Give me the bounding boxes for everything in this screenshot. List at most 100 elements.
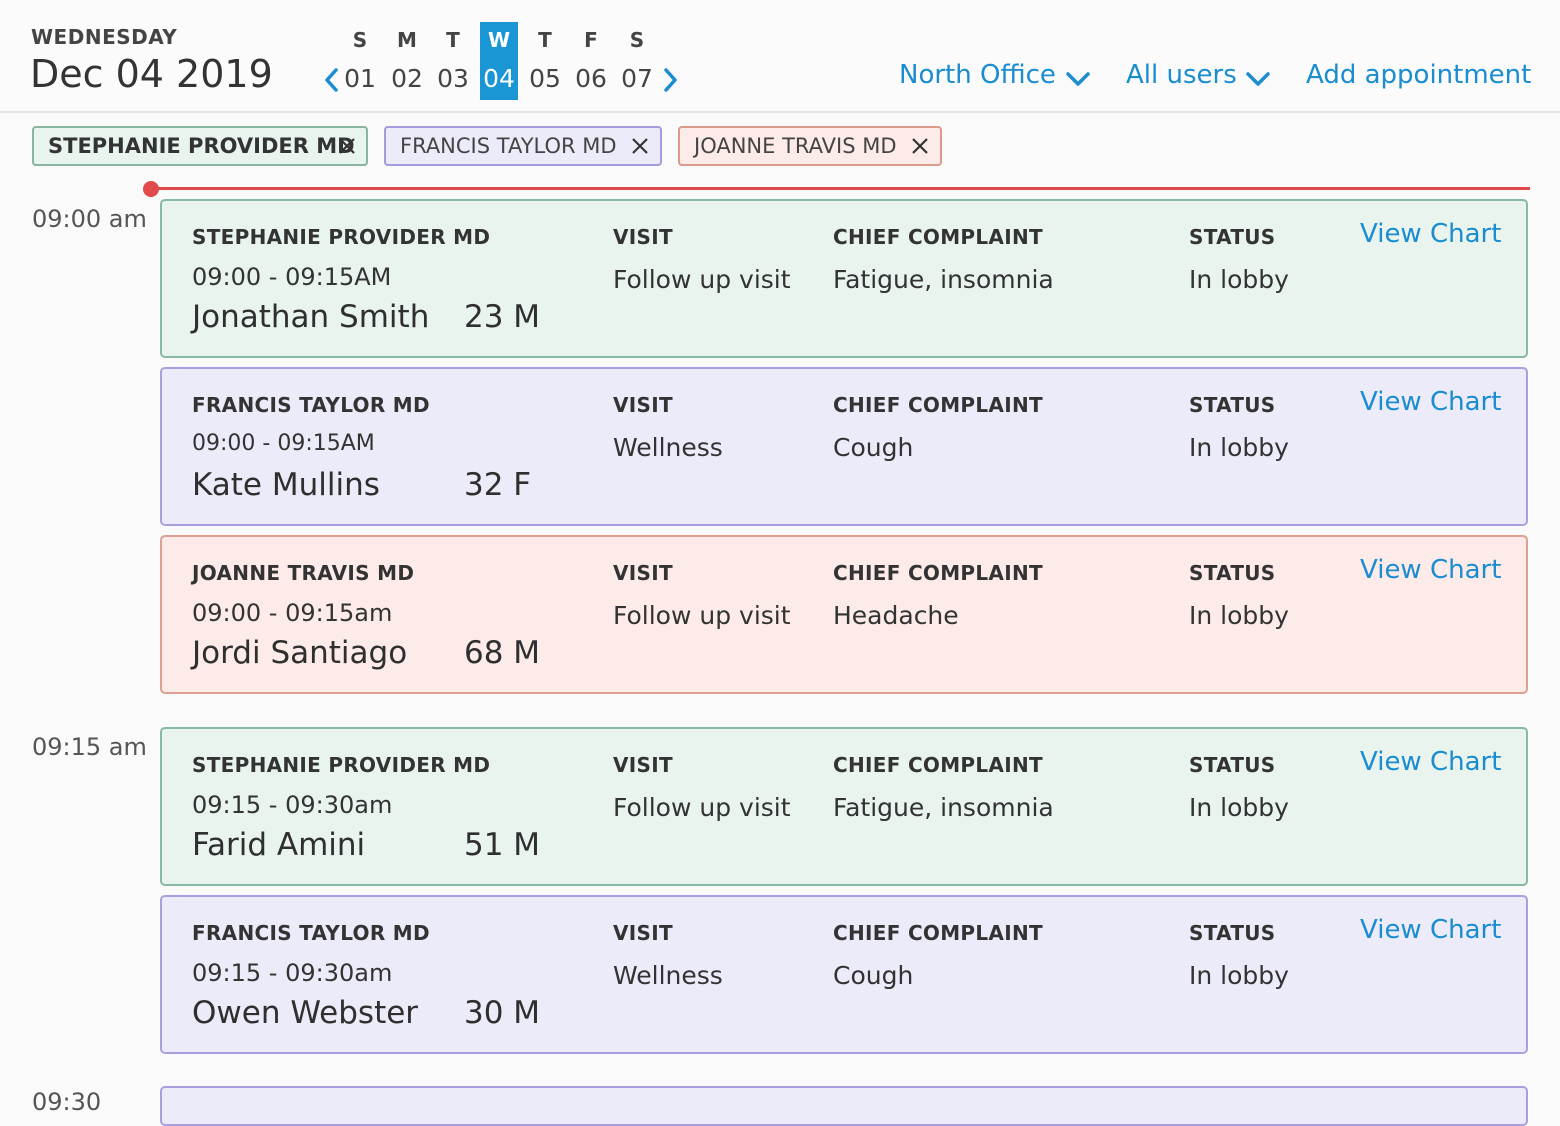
visit-type: Follow up visit	[613, 601, 791, 630]
chief-complaint: Cough	[833, 433, 914, 462]
chief-complaint: Headache	[833, 601, 959, 630]
selected-day-highlight	[480, 22, 518, 100]
patient-name: Farid Amini	[192, 827, 366, 863]
time-slot-label: 09:15 am	[32, 733, 147, 761]
time-slot-label: 09:00 am	[32, 205, 147, 233]
visit-type: Follow up visit	[613, 793, 791, 822]
patient-name: Jonathan Smith	[192, 299, 430, 335]
day-letter-fri: F	[584, 28, 598, 52]
filter-chip-label: STEPHANIE PROVIDER MD	[48, 134, 355, 158]
visit-header: VISIT	[613, 753, 673, 777]
provider-name: FRANCIS TAYLOR MD	[192, 921, 430, 945]
status-header: STATUS	[1189, 393, 1276, 417]
day-letter-tue: T	[446, 28, 460, 52]
chevron-down-icon[interactable]	[1065, 70, 1091, 88]
appointment-card[interactable]: FRANCIS TAYLOR MD 09:15 - 09:30am Owen W…	[160, 895, 1528, 1054]
view-chart-link[interactable]: View Chart	[1360, 555, 1502, 585]
appointment-card[interactable]: STEPHANIE PROVIDER MD 09:00 - 09:15AM Jo…	[160, 199, 1528, 358]
filter-chip-label: FRANCIS TAYLOR MD	[400, 134, 617, 158]
visit-header: VISIT	[613, 393, 673, 417]
status-value: In lobby	[1189, 961, 1289, 990]
patient-name: Jordi Santiago	[192, 635, 408, 671]
add-appointment-link[interactable]: Add appointment	[1306, 60, 1532, 90]
provider-name: STEPHANIE PROVIDER MD	[192, 753, 491, 777]
schedule-header: WEDNESDAY Dec 04 2019 S M T W T F S 01 0…	[0, 0, 1560, 113]
complaint-header: CHIEF COMPLAINT	[833, 753, 1043, 777]
appointment-time: 09:00 - 09:15AM	[192, 263, 392, 291]
status-header: STATUS	[1189, 561, 1276, 585]
day-letter-thu: T	[538, 28, 552, 52]
filter-chip-stephanie[interactable]: STEPHANIE PROVIDER MD	[32, 126, 368, 166]
view-chart-link[interactable]: View Chart	[1360, 387, 1502, 417]
day-letter-sun: S	[352, 28, 368, 52]
visit-header: VISIT	[613, 225, 673, 249]
day-letter-wed: W	[487, 28, 511, 52]
day-button-03[interactable]: 03	[437, 64, 469, 93]
provider-name: FRANCIS TAYLOR MD	[192, 393, 430, 417]
patient-age-sex: 68 M	[464, 635, 541, 671]
appointment-time: 09:15 - 09:30am	[192, 959, 393, 987]
appointment-card[interactable]: FRANCIS TAYLOR MD 09:00 - 09:15AM Kate M…	[160, 367, 1528, 526]
patient-age-sex: 23 M	[464, 299, 541, 335]
day-button-05[interactable]: 05	[529, 64, 561, 93]
appointment-card[interactable]	[160, 1086, 1528, 1126]
complaint-header: CHIEF COMPLAINT	[833, 225, 1043, 249]
patient-age-sex: 51 M	[464, 827, 541, 863]
visit-type: Wellness	[613, 961, 723, 990]
complaint-header: CHIEF COMPLAINT	[833, 921, 1043, 945]
chevron-left-icon[interactable]	[322, 64, 342, 96]
appointment-time: 09:00 - 09:15am	[192, 599, 393, 627]
users-dropdown[interactable]: All users	[1126, 60, 1237, 90]
status-value: In lobby	[1189, 793, 1289, 822]
day-letter-mon: M	[397, 28, 417, 52]
day-button-02[interactable]: 02	[391, 64, 423, 93]
view-chart-link[interactable]: View Chart	[1360, 747, 1502, 777]
visit-header: VISIT	[613, 561, 673, 585]
chief-complaint: Fatigue, insomnia	[833, 793, 1054, 822]
close-icon[interactable]	[911, 137, 929, 155]
filter-chip-joanne[interactable]: JOANNE TRAVIS MD	[678, 126, 942, 166]
view-chart-link[interactable]: View Chart	[1360, 219, 1502, 249]
chief-complaint: Cough	[833, 961, 914, 990]
chevron-right-icon[interactable]	[660, 64, 680, 96]
status-header: STATUS	[1189, 753, 1276, 777]
office-dropdown[interactable]: North Office	[899, 60, 1056, 90]
chief-complaint: Fatigue, insomnia	[833, 265, 1054, 294]
complaint-header: CHIEF COMPLAINT	[833, 393, 1043, 417]
day-button-06[interactable]: 06	[575, 64, 607, 93]
appointment-time: 09:15 - 09:30am	[192, 791, 393, 819]
time-slot-label: 09:30	[32, 1088, 102, 1116]
visit-header: VISIT	[613, 921, 673, 945]
close-icon[interactable]	[631, 137, 649, 155]
patient-name: Owen Webster	[192, 995, 419, 1031]
day-letter-sat: S	[629, 28, 645, 52]
provider-name: STEPHANIE PROVIDER MD	[192, 225, 491, 249]
visit-type: Follow up visit	[613, 265, 791, 294]
weekday-label: WEDNESDAY	[31, 25, 178, 49]
status-header: STATUS	[1189, 921, 1276, 945]
status-value: In lobby	[1189, 601, 1289, 630]
complaint-header: CHIEF COMPLAINT	[833, 561, 1043, 585]
visit-type: Wellness	[613, 433, 723, 462]
day-button-01[interactable]: 01	[344, 64, 376, 93]
appointment-time: 09:00 - 09:15AM	[192, 431, 375, 456]
status-value: In lobby	[1189, 265, 1289, 294]
patient-age-sex: 32 F	[464, 467, 532, 503]
status-header: STATUS	[1189, 225, 1276, 249]
chevron-down-icon[interactable]	[1245, 70, 1271, 88]
day-button-07[interactable]: 07	[621, 64, 653, 93]
appointment-card[interactable]: STEPHANIE PROVIDER MD 09:15 - 09:30am Fa…	[160, 727, 1528, 886]
patient-age-sex: 30 M	[464, 995, 541, 1031]
status-value: In lobby	[1189, 433, 1289, 462]
day-button-04[interactable]: 04	[483, 64, 515, 93]
view-chart-link[interactable]: View Chart	[1360, 915, 1502, 945]
patient-name: Kate Mullins	[192, 467, 380, 503]
filter-chip-label: JOANNE TRAVIS MD	[694, 134, 897, 158]
current-date: Dec 04 2019	[30, 52, 273, 96]
close-icon[interactable]	[338, 137, 356, 155]
appointment-card[interactable]: JOANNE TRAVIS MD 09:00 - 09:15am Jordi S…	[160, 535, 1528, 694]
provider-name: JOANNE TRAVIS MD	[192, 561, 415, 585]
current-time-line	[150, 187, 1530, 190]
filter-chip-francis[interactable]: FRANCIS TAYLOR MD	[384, 126, 662, 166]
current-time-dot	[143, 181, 159, 197]
